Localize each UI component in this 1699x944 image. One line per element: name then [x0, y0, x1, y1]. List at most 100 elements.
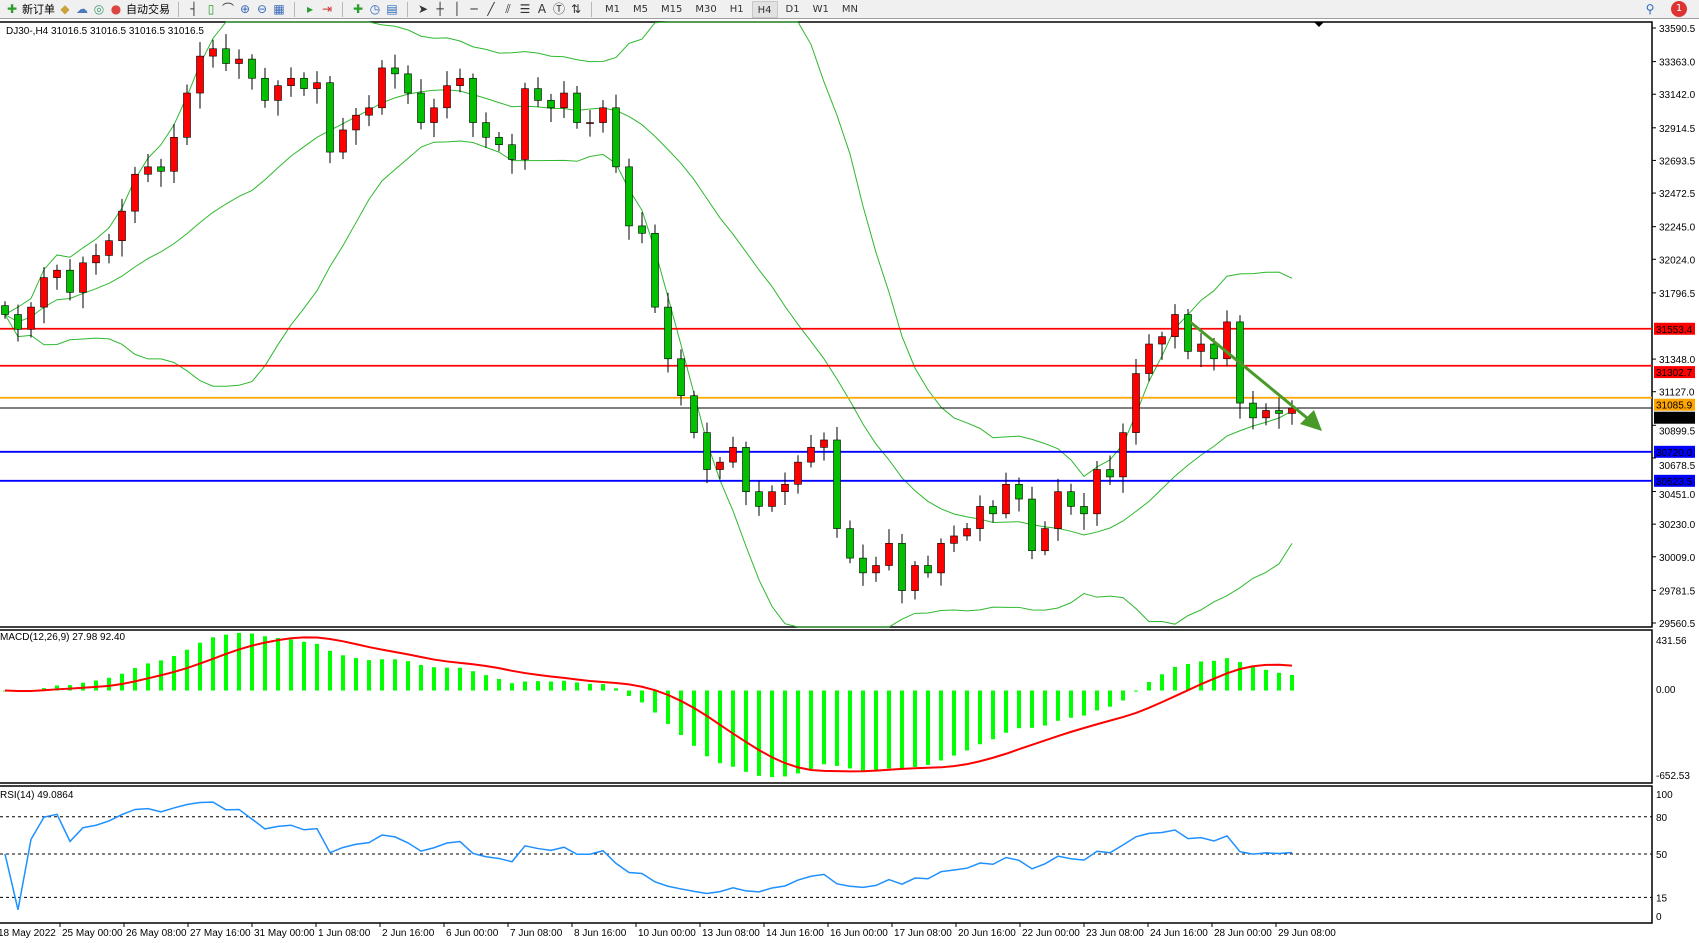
signal-icon[interactable]: ◎ [93, 1, 105, 16]
auto-trading-button[interactable]: 自动交易 [126, 3, 170, 16]
panel-frame-0 [0, 21, 1653, 628]
vertical-line-icon[interactable]: │ [453, 1, 461, 16]
price-tick-label: 33363.0 [1659, 58, 1696, 69]
timeframe-m5[interactable]: M5 [633, 3, 648, 15]
macd-histogram-bar [523, 681, 527, 691]
macd-histogram-bar [1095, 690, 1099, 711]
price-tick-label: 30009.0 [1659, 553, 1696, 564]
text-icon[interactable]: A [537, 1, 547, 16]
candle-body [1288, 407, 1296, 414]
macd-histogram-bar [1147, 682, 1151, 691]
panel-frame-1 [0, 629, 1653, 784]
macd-histogram-bar [1082, 690, 1086, 716]
chart-shift-icon[interactable]: ⇥ [321, 1, 333, 16]
label-icon[interactable]: Ⓣ [552, 1, 565, 16]
macd-histogram-bar [406, 661, 410, 691]
bollinger-lower [4, 140, 1293, 628]
cursor-icon[interactable]: ➤ [417, 1, 429, 16]
add-indicator-icon[interactable]: ✚ [352, 1, 364, 16]
main-legend: DJ30-,H4 31016.5 31016.5 31016.5 31016.5 [6, 26, 204, 37]
candle-body [352, 114, 360, 131]
candle-body [1015, 483, 1023, 500]
candle-body [651, 232, 659, 308]
new-order-button[interactable]: 新订单 [22, 3, 55, 16]
price-tick-label: 32914.5 [1659, 124, 1696, 135]
search-icon[interactable]: ⚲ [1645, 1, 1655, 16]
candle-body [1, 305, 9, 315]
candle-body [495, 137, 503, 146]
notification-badge[interactable]: 1 [1671, 1, 1687, 17]
timeframe-m30[interactable]: M30 [695, 3, 717, 15]
candle-body [755, 491, 763, 507]
gold-icon[interactable]: ◆ [60, 1, 70, 16]
macd-histogram-bar [1017, 690, 1021, 729]
zoom-out-icon[interactable]: ⊖ [256, 1, 268, 16]
candle-body [1275, 410, 1283, 414]
candle-body [1262, 410, 1270, 419]
timeframe-mn[interactable]: MN [841, 3, 858, 15]
macd-histogram-bar [601, 684, 605, 691]
timeframe-m1[interactable]: M1 [605, 3, 620, 15]
candle-body [521, 88, 529, 160]
candle-body [898, 543, 906, 591]
candle-body [326, 82, 334, 153]
zoom-in-icon[interactable]: ⊕ [239, 1, 251, 16]
macd-histogram-bar [796, 690, 800, 774]
timeframe-h4[interactable]: H4 [751, 0, 778, 18]
time-label: 17 Jun 08:00 [894, 928, 952, 939]
trendline-icon[interactable]: ╱ [487, 1, 495, 16]
time-label: 7 Jun 08:00 [510, 928, 563, 939]
candle-body [365, 107, 373, 116]
macd-histogram-bar [978, 690, 982, 745]
macd-histogram-bar [1199, 661, 1203, 691]
price-level-tag [1654, 445, 1695, 458]
candle-body [599, 107, 607, 123]
horizontal-line-icon[interactable]: ─ [470, 1, 478, 16]
macd-tick-label: -652.53 [1656, 771, 1690, 782]
autoscroll-icon[interactable]: ▸ [306, 1, 314, 16]
macd-histogram-bar [81, 682, 85, 691]
price-tick-label: 30899.5 [1659, 427, 1696, 438]
bar-chart-icon[interactable]: ┤ [190, 1, 198, 16]
candle-body [807, 447, 815, 463]
channel-icon[interactable]: ⫽ [505, 1, 511, 16]
candle-body [118, 210, 126, 241]
template-icon[interactable]: ▤ [386, 1, 398, 16]
price-level-label: 31016.5 [1656, 414, 1693, 425]
fibonacci-icon[interactable]: ☰ [519, 1, 531, 16]
candle-body [1093, 469, 1101, 515]
crosshair-icon[interactable]: ┼ [436, 1, 444, 16]
tile-icon[interactable]: ▦ [273, 1, 285, 16]
candle-body [1080, 506, 1088, 515]
auto-trading-icon[interactable]: ● [110, 1, 122, 16]
cloud-icon[interactable]: ☁ [76, 1, 88, 16]
timeframe-m15[interactable]: M15 [661, 3, 683, 15]
line-chart-icon[interactable]: ⌒ [221, 1, 234, 16]
rsi-tick-label: 0 [1656, 912, 1662, 923]
time-label: 6 Jun 00:00 [446, 928, 499, 939]
candle-body [976, 506, 984, 529]
candle-body [1132, 373, 1140, 433]
timeframe-h1[interactable]: H1 [729, 3, 744, 15]
arrows-icon[interactable]: ⇅ [570, 1, 582, 16]
new-order-icon[interactable]: ✚ [6, 1, 18, 16]
macd-histogram-bar [276, 637, 280, 691]
macd-histogram-bar [445, 667, 449, 691]
price-level-label: 30523.5 [1656, 477, 1693, 488]
macd-histogram-bar [822, 690, 826, 765]
candle-body [313, 82, 321, 89]
macd-histogram-bar [887, 690, 891, 769]
macd-histogram-bar [913, 690, 917, 768]
timeframe-d1[interactable]: D1 [785, 3, 800, 15]
clock-icon[interactable]: ◷ [369, 1, 381, 16]
macd-histogram-bar [198, 642, 202, 691]
candle-chart-icon[interactable]: ▯ [207, 1, 215, 16]
trend-arrow-head-icon [1300, 410, 1322, 431]
candle-body [1119, 432, 1127, 478]
timeframe-w1[interactable]: W1 [812, 3, 829, 15]
price-tick-label: 30678.5 [1659, 461, 1696, 472]
price-tick-label: 33590.5 [1659, 24, 1696, 35]
price-tick-label: 32472.5 [1659, 189, 1696, 200]
candle-body [14, 314, 22, 330]
